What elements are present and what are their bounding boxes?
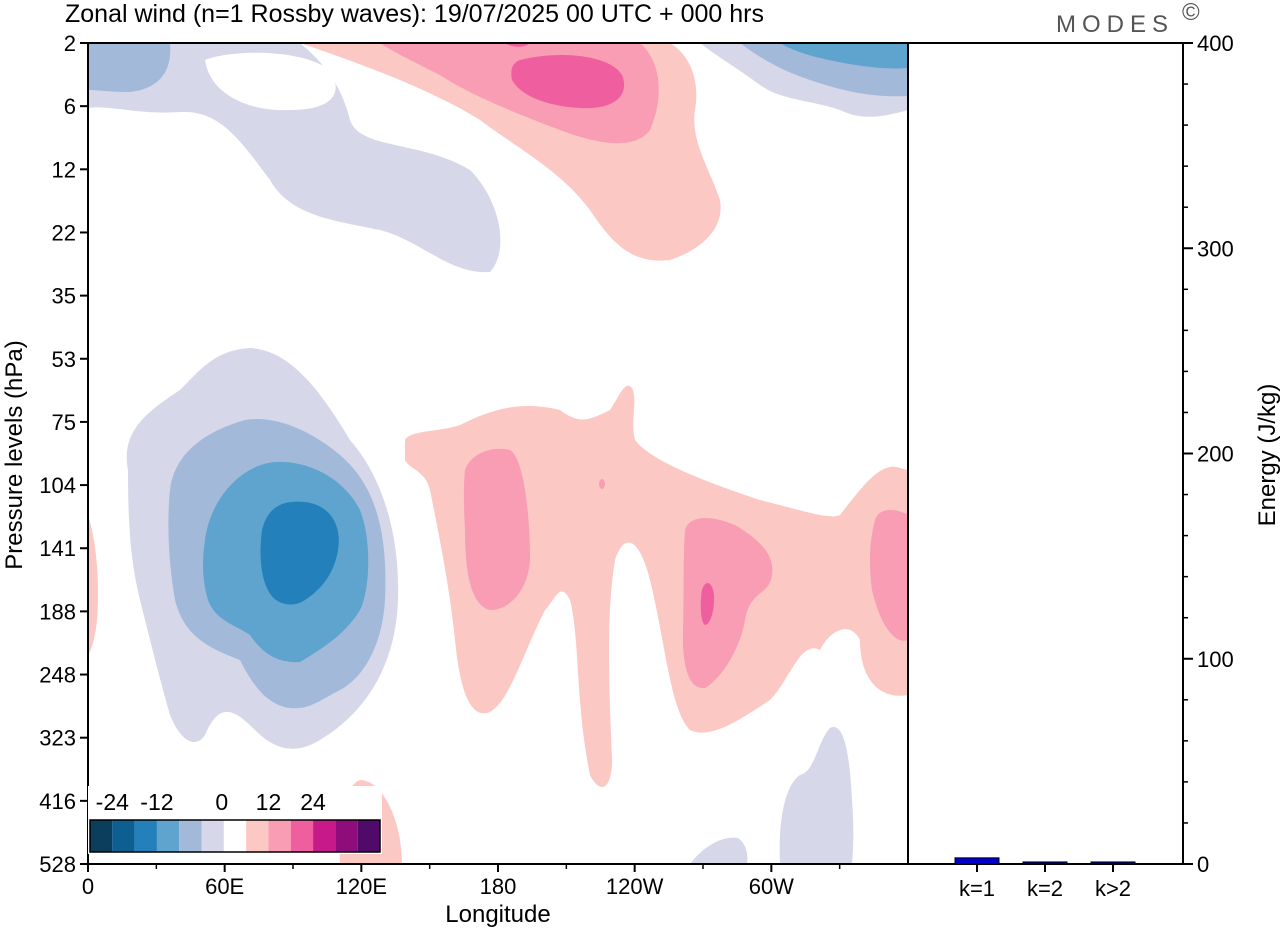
energy-category-label: k=2 [1027, 876, 1063, 901]
colorbar-swatch [179, 820, 202, 852]
energy-bars: k=1 k=2 k>2 [954, 857, 1136, 901]
y-tick-label: 53 [52, 347, 76, 372]
colorbar-swatch [201, 820, 224, 852]
y-tick-label: 141 [39, 536, 76, 561]
colorbar: -24 -12 0 12 24 [88, 786, 382, 854]
y-tick-label: 104 [39, 473, 76, 498]
y-tick-label: 188 [39, 599, 76, 624]
colorbar-swatch [357, 820, 380, 852]
contour-neg-1-topleft [88, 43, 501, 273]
energy-tick-label: 0 [1197, 852, 1209, 877]
colorbar-swatch [156, 820, 180, 852]
energy-tick-label: 300 [1197, 236, 1234, 261]
chart-title: Zonal wind (n=1 Rossby waves): 19/07/202… [65, 0, 764, 28]
colorbar-swatch [335, 820, 358, 852]
y-tick-label: 528 [39, 852, 76, 877]
x-tick-label: 180 [480, 874, 517, 899]
y-axis-label: Pressure levels (hPa) [1, 340, 28, 569]
contour-neg-1-bottom-b [690, 837, 748, 864]
contour-pos-3-top [511, 55, 625, 109]
energy-category-label: k=1 [959, 876, 995, 901]
x-tick-label: 60W [749, 874, 794, 899]
energy-frame [907, 42, 1184, 865]
logo-copyright-mark: © [1182, 0, 1206, 26]
x-tick-label: 60E [205, 874, 244, 899]
x-tick-label: 0 [82, 874, 94, 899]
colorbar-swatch [268, 820, 291, 852]
colorbar-swatch [223, 820, 247, 852]
energy-y-axis: 0 100 200 300 400 [1183, 31, 1234, 877]
energy-tick-label: 400 [1197, 31, 1234, 56]
colorbar-swatch [246, 820, 269, 852]
contour-pos-2-mid-a [463, 448, 530, 610]
colorbar-tick-label: 0 [215, 789, 228, 815]
colorbar-swatch [90, 820, 113, 852]
energy-axis-label: Energy (J/kg) [1254, 384, 1280, 527]
colorbar-frame [89, 819, 381, 853]
colorbar-swatch [112, 820, 135, 852]
colorbar-swatch [313, 820, 336, 852]
y-tick-label: 35 [52, 284, 76, 309]
y-tick-label: 75 [52, 410, 76, 435]
contour-pos-3-dot [599, 479, 605, 489]
y-tick-label: 248 [39, 663, 76, 688]
x-axis-label: Longitude [445, 901, 550, 928]
y-tick-label: 22 [52, 220, 76, 245]
colorbar-swatch [290, 820, 314, 852]
contour-plot [88, 43, 908, 864]
energy-tick-label: 100 [1197, 647, 1234, 672]
colorbar-swatch [134, 820, 157, 852]
colorbar-tick-label: 24 [300, 789, 326, 815]
y-tick-label: 416 [39, 789, 76, 814]
contour-neg-4-mid [260, 501, 339, 605]
contour-neg-2-topleft [88, 43, 171, 92]
colorbar-tick-label: -24 [96, 789, 129, 815]
contour-zero-top [205, 52, 336, 111]
energy-tick-label: 200 [1197, 442, 1234, 467]
energy-bar-2 [1022, 861, 1068, 865]
contour-pos-3-mid [700, 583, 715, 625]
contour-pos-2-mid-b [682, 518, 773, 689]
y-tick-label: 12 [52, 157, 76, 182]
x-tick-label: 120W [606, 874, 664, 899]
energy-bar-1 [954, 857, 1000, 865]
modes-logo: MODES [1056, 11, 1174, 38]
y-axis-pressure: 2 6 12 22 35 53 75 104 141 188 248 323 416 528 [39, 31, 88, 877]
energy-bar-3 [1090, 861, 1136, 865]
energy-category-label: k>2 [1095, 876, 1131, 901]
contour-pos-2-mid-c [869, 510, 908, 641]
y-tick-label: 2 [64, 31, 76, 56]
contour-pos-1-mid [405, 385, 908, 787]
y-tick-label: 323 [39, 726, 76, 751]
colorbar-tick-label: -12 [140, 789, 173, 815]
contour-neg-3-topright [780, 43, 908, 69]
contour-neg-1-bottom-a [779, 726, 854, 864]
colorbar-tick-label: 12 [256, 789, 282, 815]
x-tick-label: 120E [336, 874, 387, 899]
x-axis-longitude: 0 60E 120E 180 120W 60W [82, 864, 841, 899]
y-tick-label: 6 [64, 94, 76, 119]
contour-pos-1-leftedge [88, 515, 98, 655]
